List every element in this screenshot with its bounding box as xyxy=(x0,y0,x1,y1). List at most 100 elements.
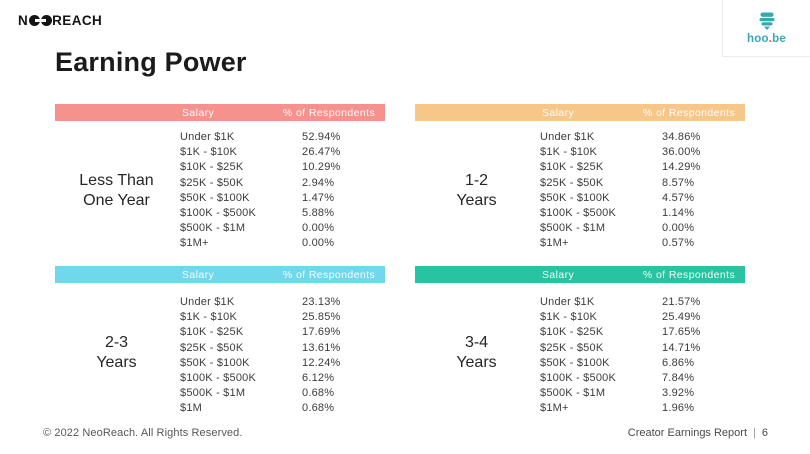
pct-value: 25.85% xyxy=(302,311,341,324)
salary-column-header: Salary xyxy=(542,106,575,119)
year-group-label-line1: 2-3 xyxy=(104,334,129,351)
pct-value: 6.12% xyxy=(302,371,335,384)
year-group-label: 2-3 Years xyxy=(55,290,178,416)
table-row: $1M+ 0.00% xyxy=(55,237,385,252)
footer-separator: | xyxy=(753,427,756,439)
neoreach-logo-text-post: REACH xyxy=(52,13,103,28)
salary-range: $500K - $1M xyxy=(540,222,606,235)
neoreach-logo-text-pre: N xyxy=(18,13,29,28)
salary-range: $500K - $1M xyxy=(540,387,606,400)
table-row: $1K - $10K 25.85% xyxy=(55,311,385,326)
salary-range: Under $1K xyxy=(180,296,235,308)
salary-range: $500K - $1M xyxy=(180,222,246,235)
salary-range: $50K - $100K xyxy=(540,191,610,204)
hoobe-wordmark-pre: hoo xyxy=(747,32,769,45)
hoobe-logo-box: hoo.be xyxy=(722,0,810,57)
table-rows: Under $1K 21.57% $1K - $10K 25.49% $10K - $2… xyxy=(415,296,745,418)
pct-column-header: % of Respondents xyxy=(642,268,736,281)
table-row: $500K - $1M 3.92% xyxy=(415,387,745,402)
table-row: $1K - $10K 36.00% xyxy=(415,146,745,161)
pct-value: 10.29% xyxy=(302,161,341,174)
table-row: $25K - $50K 8.57% xyxy=(415,177,745,192)
table-row: $1K - $10K 25.49% xyxy=(415,311,745,326)
page-number: 6 xyxy=(761,427,768,439)
table-row: Under $1K 23.13% xyxy=(55,296,385,311)
pct-value: 14.71% xyxy=(662,341,701,354)
pct-value: 36.00% xyxy=(662,146,701,159)
salary-range: $10K - $25K xyxy=(180,326,244,339)
table-row: $10K - $25K 17.65% xyxy=(415,326,745,341)
neoreach-logo: N REACH xyxy=(18,13,102,28)
year-group-label-line2: Years xyxy=(96,354,137,371)
year-group-label-line1: 1-2 xyxy=(464,172,489,189)
pct-value: 4.57% xyxy=(662,191,695,204)
table-header-bar: Salary % of Respondents xyxy=(415,266,745,283)
salary-range: Under $1K xyxy=(540,131,595,143)
salary-column-header: Salary xyxy=(542,268,575,281)
salary-column-header: Salary xyxy=(182,106,215,119)
table-row: $100K - $500K 6.12% xyxy=(55,372,385,387)
year-group-label-line2: Years xyxy=(456,354,497,371)
salary-range: $1K - $10K xyxy=(540,146,598,159)
pct-value: 21.57% xyxy=(662,296,701,308)
table-row: $50K - $100K 1.47% xyxy=(55,192,385,207)
salary-range: $25K - $50K xyxy=(540,176,604,189)
hoobe-wordmark: hoo.be xyxy=(747,33,786,45)
table-row: $1M 0.68% xyxy=(55,402,385,417)
salary-range: $1K - $10K xyxy=(540,311,598,324)
pct-value: 0.57% xyxy=(662,237,695,250)
salary-range: Under $1K xyxy=(540,296,595,308)
salary-range: $500K - $1M xyxy=(180,387,246,400)
neoreach-e-disc-icon xyxy=(28,15,41,26)
table-row: $500K - $1M 0.00% xyxy=(415,222,745,237)
table-header-bar: Salary % of Respondents xyxy=(55,266,385,283)
pct-value: 52.94% xyxy=(302,131,341,143)
salary-range: $50K - $100K xyxy=(540,356,610,369)
salary-range: $50K - $100K xyxy=(180,191,250,204)
table-row: $100K - $500K 7.84% xyxy=(415,372,745,387)
salary-range: $10K - $25K xyxy=(540,326,604,339)
salary-range: $1M+ xyxy=(540,237,569,250)
table-row: $25K - $50K 13.61% xyxy=(55,342,385,357)
table-rows: Under $1K 23.13% $1K - $10K 25.85% $10K - $2… xyxy=(55,296,385,418)
copyright-text: © 2022 NeoReach. All Rights Reserved. xyxy=(43,427,243,439)
year-group-label-line2: Years xyxy=(456,192,497,209)
pct-value: 14.29% xyxy=(662,161,701,174)
salary-range: $1M+ xyxy=(180,237,209,250)
salary-range: $25K - $50K xyxy=(540,341,604,354)
pct-value: 3.92% xyxy=(662,387,695,400)
salary-range: $100K - $500K xyxy=(180,371,256,384)
table-row: $25K - $50K 2.94% xyxy=(55,177,385,192)
table-header-bar: Salary % of Respondents xyxy=(415,104,745,121)
pct-value: 8.57% xyxy=(662,176,695,189)
table-rows: Under $1K 34.86% $1K - $10K 36.00% $10K - $2… xyxy=(415,131,745,253)
table-row: $50K - $100K 4.57% xyxy=(415,192,745,207)
salary-range: $50K - $100K xyxy=(180,356,250,369)
table-row: $25K - $50K 14.71% xyxy=(415,342,745,357)
table-row: Under $1K 21.57% xyxy=(415,296,745,311)
pct-value: 0.00% xyxy=(662,222,695,235)
table-row: $10K - $25K 17.69% xyxy=(55,326,385,341)
pct-value: 12.24% xyxy=(302,356,341,369)
table-row: $10K - $25K 14.29% xyxy=(415,161,745,176)
pct-value: 6.86% xyxy=(662,356,695,369)
table-3-4-years: Salary % of Respondents 3-4 Years Under … xyxy=(415,266,745,418)
table-row: Under $1K 52.94% xyxy=(55,131,385,146)
table-row: $100K - $500K 5.88% xyxy=(55,207,385,222)
pct-value: 0.00% xyxy=(302,222,335,235)
table-row: $500K - $1M 0.00% xyxy=(55,222,385,237)
pct-value: 26.47% xyxy=(302,146,341,159)
hoobe-wordmark-dot: . xyxy=(768,32,773,45)
pct-value: 0.00% xyxy=(302,237,335,250)
year-group-label-line1: Less Than xyxy=(79,172,154,189)
table-row: $100K - $500K 1.14% xyxy=(415,207,745,222)
pct-value: 17.69% xyxy=(302,326,341,339)
salary-range: $1M xyxy=(180,402,202,415)
year-group-label: 3-4 Years xyxy=(415,290,538,416)
salary-range: $100K - $500K xyxy=(180,206,256,219)
pct-column-header: % of Respondents xyxy=(282,106,376,119)
pct-column-header: % of Respondents xyxy=(642,106,736,119)
hoobe-hive-icon xyxy=(759,12,774,30)
table-header-bar: Salary % of Respondents xyxy=(55,104,385,121)
